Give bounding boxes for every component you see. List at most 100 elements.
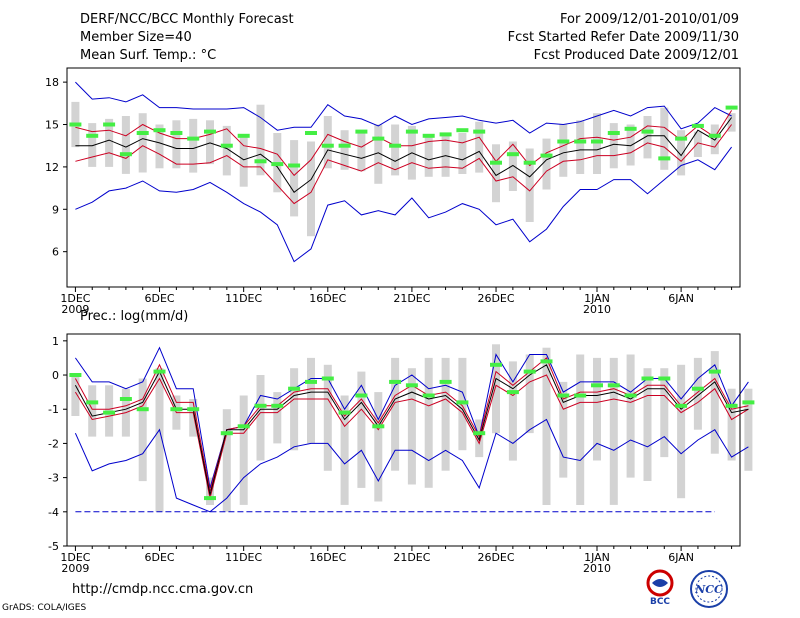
prec-box-day-12 — [256, 375, 265, 461]
temp-obs-day-7 — [170, 131, 183, 135]
prec-box-day-10 — [222, 409, 231, 512]
prec-box-day-37 — [677, 364, 686, 499]
temp-box-day-18 — [357, 130, 366, 172]
temp-line-max — [75, 81, 732, 134]
prec-box-day-1 — [71, 375, 80, 416]
temp-obs-day-40 — [725, 105, 738, 110]
forecast-period: For 2009/12/01-2010/01/09 — [560, 12, 739, 27]
prec-obs-day-34 — [624, 393, 637, 398]
temp-box-day-16 — [323, 116, 332, 169]
temp-obs-day-32 — [591, 139, 603, 144]
prec-obs-day-21 — [405, 383, 418, 388]
temp-xtick-label: 1JAN — [584, 292, 610, 305]
temp-obs-day-1 — [69, 122, 82, 127]
prec-xtick-label: 21DEC — [393, 551, 430, 564]
temp-box-day-20 — [391, 124, 400, 176]
prec-box-day-11 — [239, 395, 248, 505]
prec-obs-day-32 — [591, 383, 603, 388]
prec-obs-day-28 — [523, 369, 536, 374]
prec-box-day-5 — [138, 378, 147, 482]
prec-ytick-label: -1 — [48, 403, 59, 416]
temp-obs-day-27 — [506, 152, 519, 157]
temp-box-day-25 — [475, 121, 484, 173]
temp-obs-day-23 — [439, 132, 452, 137]
chart-title: DERF/NCC/BCC Monthly Forecast — [80, 12, 294, 27]
temp-obs-day-16 — [321, 143, 334, 148]
temp-obs-day-12 — [254, 159, 267, 164]
prec-line-lower — [74, 374, 749, 499]
temp-box-day-17 — [340, 130, 349, 170]
prec-box-day-17 — [340, 395, 349, 505]
temp-ytick-label: 15 — [45, 119, 59, 132]
prec-obs-day-8 — [187, 407, 200, 412]
temp-obs-day-31 — [574, 139, 587, 144]
temp-xtick-label: 6JAN — [668, 292, 694, 305]
temp-box-day-7 — [172, 120, 181, 169]
prec-box-day-20 — [391, 357, 400, 471]
prec-box-day-35 — [643, 368, 652, 481]
fcst-started-date: Fcst Started Refer Date 2009/11/30 — [507, 30, 739, 45]
temp-obs-day-38 — [691, 123, 704, 128]
prec-xtick-label: 1DEC — [60, 551, 90, 564]
temp-obs-day-2 — [86, 133, 99, 138]
prec-obs-day-20 — [389, 379, 402, 384]
prec-box-day-21 — [407, 368, 416, 485]
prec-obs-day-41 — [742, 400, 755, 405]
prec-obs-day-12 — [254, 403, 267, 408]
temp-obs-day-13 — [271, 162, 284, 167]
temp-box-day-40 — [727, 113, 736, 132]
temp-box-day-4 — [121, 116, 130, 174]
prec-obs-day-33 — [607, 383, 620, 388]
temp-box-day-9 — [206, 120, 214, 165]
prec-ytick-label: -3 — [48, 472, 59, 485]
temp-ytick-label: 12 — [45, 161, 59, 174]
prec-xtick-label: 6DEC — [144, 551, 174, 564]
temp-line-mean — [75, 117, 733, 194]
prec-xtick-label: 26DEC — [477, 551, 514, 564]
temp-box-day-37 — [677, 130, 686, 176]
prec-obs-day-16 — [321, 376, 334, 381]
temp-xtick-year: 2009 — [61, 303, 89, 316]
prec-box-day-41 — [744, 388, 753, 471]
prec-box-day-6 — [155, 368, 164, 512]
prec-obs-day-40 — [725, 403, 738, 408]
prec-obs-day-36 — [658, 376, 671, 381]
prec-box-day-22 — [424, 357, 433, 488]
temp-obs-day-10 — [220, 143, 233, 148]
prec-line-min — [74, 418, 749, 513]
prec-obs-day-7 — [170, 407, 183, 412]
temp-obs-day-37 — [675, 136, 688, 141]
temp-box-day-5 — [138, 113, 147, 173]
temp-obs-day-14 — [288, 163, 301, 168]
temp-obs-day-29 — [540, 153, 553, 158]
prec-box-day-13 — [273, 392, 282, 444]
fcst-produced-date: Fcst Produced Date 2009/12/01 — [533, 48, 739, 63]
temp-obs-day-8 — [187, 136, 200, 141]
prec-obs-day-25 — [473, 431, 486, 436]
precip-title: Prec.: log(mm/d) — [80, 309, 189, 324]
source-url[interactable]: http://cmdp.ncc.cma.gov.cn — [72, 582, 254, 597]
temp-box-day-6 — [155, 124, 164, 169]
prec-obs-day-22 — [422, 393, 435, 398]
prec-box-day-8 — [189, 399, 198, 437]
temp-obs-day-30 — [557, 139, 570, 144]
temp-box-day-36 — [660, 107, 669, 170]
temp-line-min — [75, 146, 733, 263]
temp-obs-day-18 — [355, 129, 368, 134]
prec-line-max — [74, 346, 749, 489]
temp-box-day-30 — [559, 124, 568, 177]
prec-frame — [66, 333, 741, 547]
prec-box-day-32 — [593, 357, 601, 461]
ncc-logo: NCC — [690, 570, 728, 608]
prec-obs-day-15 — [305, 379, 317, 384]
prec-obs-day-39 — [708, 369, 721, 374]
prec-box-day-29 — [542, 347, 551, 505]
temp-obs-day-28 — [523, 160, 536, 165]
temp-xtick-label: 26DEC — [477, 292, 514, 305]
prec-ytick-label: 0 — [52, 369, 59, 382]
temp-obs-day-33 — [607, 131, 620, 135]
temp-obs-day-22 — [422, 133, 435, 138]
prec-obs-day-14 — [288, 386, 301, 391]
temp-box-day-2 — [88, 123, 97, 167]
prec-obs-day-1 — [69, 373, 82, 377]
